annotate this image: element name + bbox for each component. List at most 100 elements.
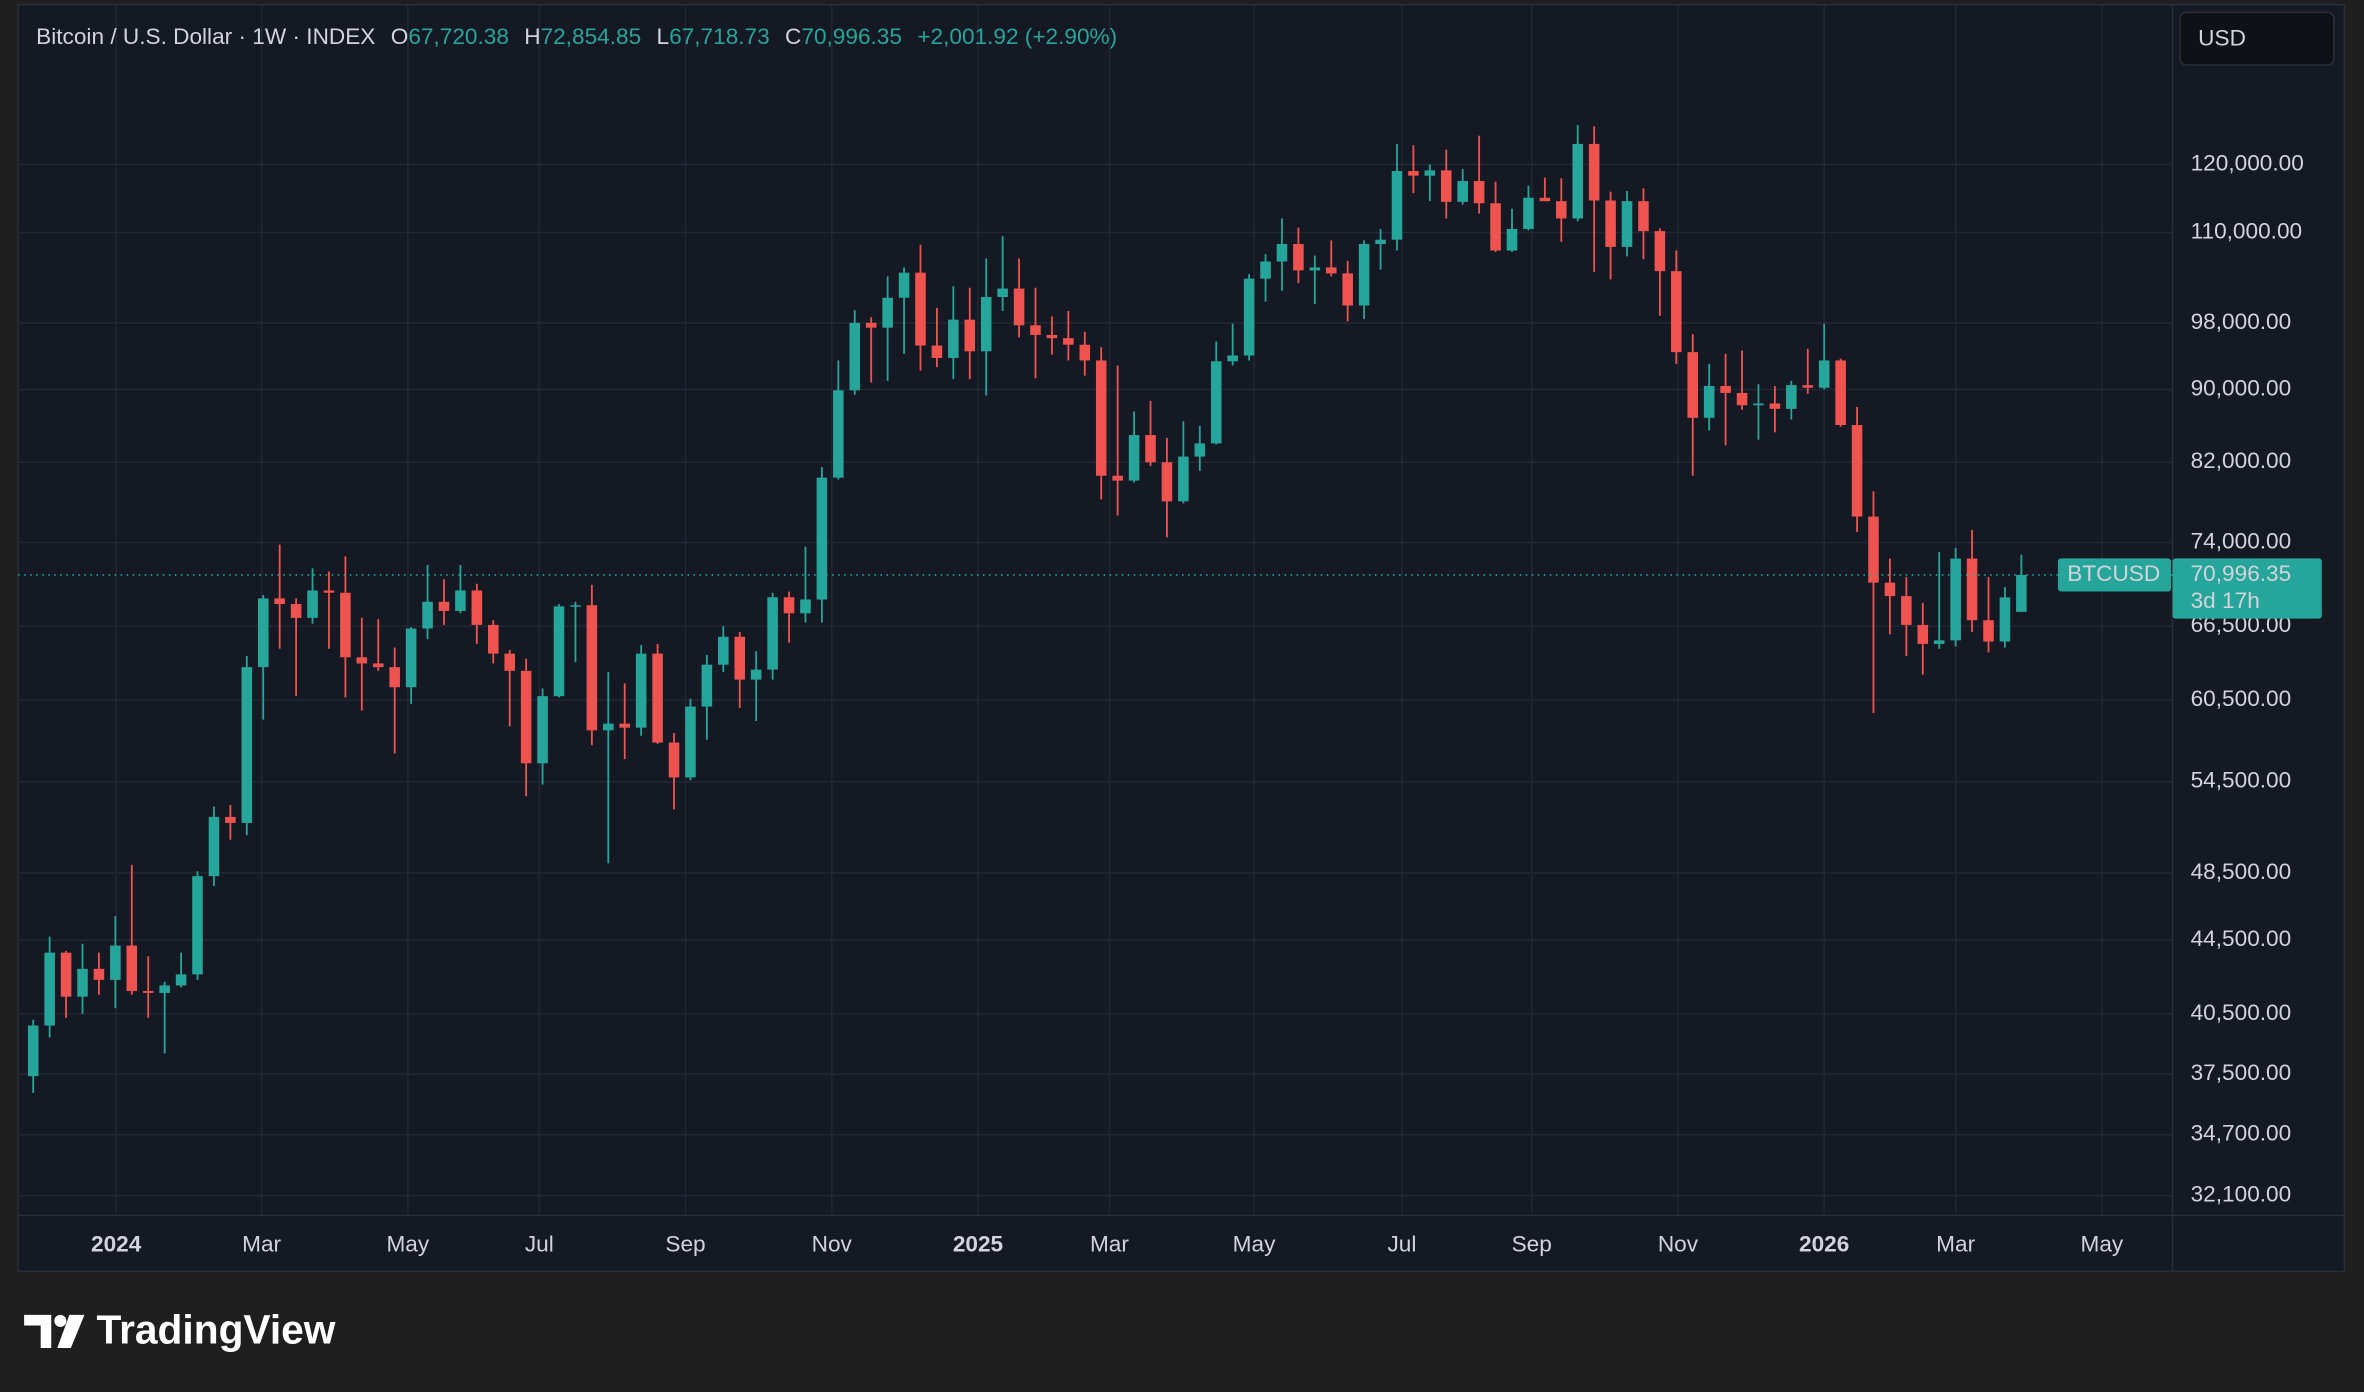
candle-body — [1095, 360, 1107, 476]
candle-body — [1851, 425, 1863, 517]
candle-body — [356, 657, 368, 664]
candle-body — [504, 653, 515, 671]
logo-mark — [54, 1314, 67, 1327]
x-tick-label: Jul — [1387, 1232, 1416, 1257]
candle-body — [1654, 231, 1666, 272]
candle-body — [422, 601, 433, 629]
candle-body — [586, 605, 598, 731]
candle-body — [1227, 355, 1238, 362]
candle-body — [1703, 385, 1715, 418]
candle-body — [1556, 201, 1567, 219]
candle-body — [1572, 143, 1584, 219]
candle-body — [1358, 243, 1370, 306]
candle-body — [1046, 334, 1058, 339]
candle-body — [405, 628, 417, 688]
y-tick-label: 90,000.00 — [2191, 375, 2292, 400]
candle-body — [750, 669, 762, 680]
x-tick-label: Mar — [1090, 1232, 1129, 1257]
candle-body — [553, 606, 565, 697]
symbol-label-bg — [2057, 558, 2172, 592]
candle-body — [931, 345, 943, 358]
candle-body — [1753, 403, 1764, 406]
x-tick-label: Sep — [1512, 1232, 1552, 1257]
candle-body — [1424, 170, 1436, 176]
candle-body — [1375, 239, 1386, 244]
candle-body — [1884, 582, 1896, 597]
candle-body — [520, 670, 532, 764]
candle-body — [1523, 197, 1534, 229]
y-tick-label: 34,700.00 — [2191, 1121, 2292, 1146]
candle-body — [1983, 620, 1994, 642]
candle-body — [2016, 574, 2027, 612]
candle-body — [1835, 360, 1846, 426]
candle-body — [865, 322, 877, 328]
y-tick-label: 110,000.00 — [2191, 219, 2302, 244]
candle-body — [1802, 385, 1814, 388]
currency-button[interactable]: USD — [2179, 11, 2335, 66]
candle-body — [1309, 267, 1321, 271]
ohlc-value: 67,720.38 — [408, 24, 509, 49]
currency-label[interactable]: USD — [2198, 25, 2246, 50]
grid — [18, 4, 2173, 1216]
x-tick-label: Mar — [242, 1232, 281, 1257]
candle-body — [619, 723, 631, 728]
candle-body — [1161, 462, 1173, 502]
candle-body — [1408, 171, 1419, 176]
candle-body — [1539, 197, 1551, 202]
x-tick-label: Nov — [1658, 1232, 1699, 1257]
candle-body — [537, 696, 548, 764]
candle-body — [307, 590, 318, 618]
candle-body — [603, 723, 614, 731]
candle-body — [1868, 516, 1879, 583]
change: +2,001.92 (+2.90%) — [917, 24, 1117, 49]
candle-body — [77, 968, 88, 997]
y-tick-label: 82,000.00 — [2191, 448, 2292, 473]
candle-body — [635, 653, 647, 728]
candle-body — [1588, 143, 1600, 201]
ohlc-key: C — [785, 24, 801, 49]
candle-body — [455, 590, 466, 611]
candle-body — [1194, 443, 1206, 457]
candle-body — [471, 590, 483, 625]
candle-body — [488, 624, 499, 654]
candle-body — [44, 952, 55, 1026]
y-tick-label: 120,000.00 — [2191, 150, 2304, 175]
candle-body — [1457, 180, 1468, 202]
candle-body — [1178, 456, 1189, 502]
logo-mark — [24, 1314, 52, 1349]
candle-body — [1671, 271, 1682, 353]
y-tick-label: 44,500.00 — [2191, 926, 2292, 951]
x-tick-label: 2025 — [953, 1232, 1003, 1257]
candle-body — [159, 985, 170, 993]
candle-body — [93, 968, 105, 980]
y-tick-label: 40,500.00 — [2191, 1000, 2292, 1025]
x-tick-label: Jul — [525, 1232, 554, 1257]
candle-body — [1293, 243, 1304, 271]
candle-body — [323, 590, 335, 593]
candle-body — [964, 319, 976, 352]
x-tick-label: Mar — [1936, 1232, 1975, 1257]
candle-body — [668, 742, 680, 778]
candle-body — [1210, 361, 1222, 444]
candle-body — [1063, 338, 1074, 345]
candle-body — [882, 297, 893, 328]
currency-button-bg[interactable] — [2179, 11, 2335, 66]
candle-body — [1145, 435, 1156, 463]
brand: TradingView — [24, 1307, 336, 1353]
symbol-title: Bitcoin / U.S. Dollar · 1W · INDEX — [36, 24, 375, 49]
candle-body — [1818, 360, 1830, 388]
candle-body — [1440, 170, 1452, 202]
candle-body — [816, 477, 828, 600]
y-tick-label: 37,500.00 — [2191, 1060, 2292, 1085]
candle-body — [1128, 435, 1140, 481]
candle-body — [767, 597, 778, 670]
candle-body — [1950, 558, 1961, 641]
candle-body — [1260, 261, 1271, 279]
candles — [18, 125, 2173, 1094]
price-label: 70,996.35 — [2191, 561, 2292, 586]
candle-body — [257, 598, 269, 668]
candle-body — [60, 952, 72, 997]
symbol-label: BTCUSD — [2067, 561, 2160, 586]
